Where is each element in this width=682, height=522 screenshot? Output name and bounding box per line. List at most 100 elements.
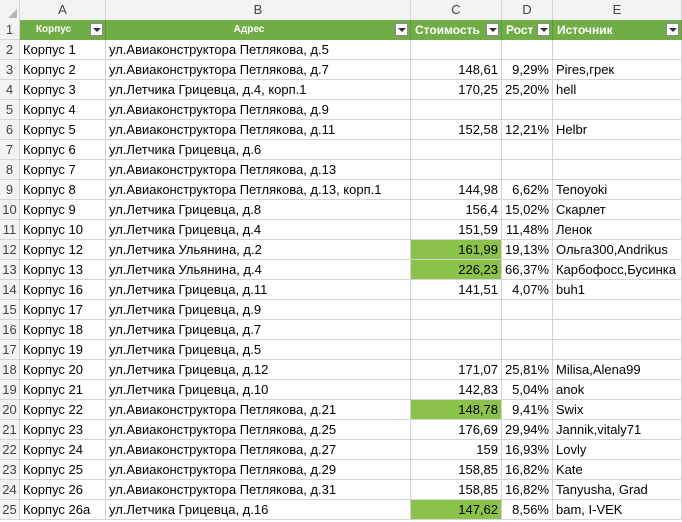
row-header[interactable]: 13 bbox=[0, 260, 20, 280]
cell-a[interactable]: Корпус 1 bbox=[20, 40, 106, 60]
cell-d[interactable]: 25,20% bbox=[502, 80, 553, 100]
cell-b[interactable]: ул.Авиаконструктора Петлякова, д.31 bbox=[106, 480, 411, 500]
cell-a[interactable]: Корпус 26а bbox=[20, 500, 106, 520]
row-header[interactable]: 14 bbox=[0, 280, 20, 300]
row-header[interactable]: 3 bbox=[0, 60, 20, 80]
cell-e[interactable]: Ольга300,Andrikus bbox=[553, 240, 682, 260]
cell-a[interactable]: Корпус 5 bbox=[20, 120, 106, 140]
row-header[interactable]: 24 bbox=[0, 480, 20, 500]
cell-d[interactable]: 4,07% bbox=[502, 280, 553, 300]
cell-d[interactable] bbox=[502, 300, 553, 320]
cell-b[interactable]: ул.Летчика Грицевца, д.7 bbox=[106, 320, 411, 340]
cell-e[interactable]: Milisa,Alena99 bbox=[553, 360, 682, 380]
cell-d[interactable]: 16,82% bbox=[502, 480, 553, 500]
cell-c[interactable]: 144,98 bbox=[411, 180, 502, 200]
cell-c[interactable] bbox=[411, 340, 502, 360]
cell-c[interactable]: 147,62 bbox=[411, 500, 502, 520]
filter-dropdown-icon[interactable] bbox=[537, 23, 550, 36]
row-header[interactable]: 7 bbox=[0, 140, 20, 160]
cell-b[interactable]: ул.Летчика Грицевца, д.12 bbox=[106, 360, 411, 380]
cell-a[interactable]: Корпус 16 bbox=[20, 280, 106, 300]
cell-b[interactable]: ул.Авиаконструктора Петлякова, д.7 bbox=[106, 60, 411, 80]
cell-b[interactable]: ул.Авиаконструктора Петлякова, д.21 bbox=[106, 400, 411, 420]
row-header[interactable]: 20 bbox=[0, 400, 20, 420]
cell-d[interactable]: 16,82% bbox=[502, 460, 553, 480]
row-header[interactable]: 25 bbox=[0, 500, 20, 520]
cell-b[interactable]: ул.Летчика Грицевца, д.4 bbox=[106, 220, 411, 240]
cell-e[interactable]: hell bbox=[553, 80, 682, 100]
filter-dropdown-icon[interactable] bbox=[486, 23, 499, 36]
header-cell-korpus[interactable]: Корпус bbox=[20, 20, 106, 40]
cell-e[interactable]: buh1 bbox=[553, 280, 682, 300]
cell-d[interactable]: 19,13% bbox=[502, 240, 553, 260]
cell-d[interactable]: 16,93% bbox=[502, 440, 553, 460]
cell-c[interactable]: 152,58 bbox=[411, 120, 502, 140]
cell-a[interactable]: Корпус 21 bbox=[20, 380, 106, 400]
cell-c[interactable]: 176,69 bbox=[411, 420, 502, 440]
column-header-e[interactable]: E bbox=[553, 0, 682, 20]
cell-a[interactable]: Корпус 4 bbox=[20, 100, 106, 120]
cell-a[interactable]: Корпус 17 bbox=[20, 300, 106, 320]
row-header[interactable]: 15 bbox=[0, 300, 20, 320]
cell-b[interactable]: ул.Летчика Грицевца, д.4, корп.1 bbox=[106, 80, 411, 100]
column-header-b[interactable]: B bbox=[106, 0, 411, 20]
cell-b[interactable]: ул.Авиаконструктора Петлякова, д.5 bbox=[106, 40, 411, 60]
cell-b[interactable]: ул.Летчика Грицевца, д.8 bbox=[106, 200, 411, 220]
cell-c[interactable]: 142,83 bbox=[411, 380, 502, 400]
cell-e[interactable]: anok bbox=[553, 380, 682, 400]
cell-e[interactable]: Tenoyoki bbox=[553, 180, 682, 200]
cell-e[interactable]: Jannik,vitaly71 bbox=[553, 420, 682, 440]
cell-c[interactable]: 141,51 bbox=[411, 280, 502, 300]
column-header-a[interactable]: A bbox=[20, 0, 106, 20]
cell-b[interactable]: ул.Летчика Грицевца, д.9 bbox=[106, 300, 411, 320]
cell-d[interactable]: 15,02% bbox=[502, 200, 553, 220]
cell-b[interactable]: ул.Авиаконструктора Петлякова, д.25 bbox=[106, 420, 411, 440]
cell-a[interactable]: Корпус 25 bbox=[20, 460, 106, 480]
cell-b[interactable]: ул.Авиаконструктора Петлякова, д.27 bbox=[106, 440, 411, 460]
cell-a[interactable]: Корпус 12 bbox=[20, 240, 106, 260]
cell-d[interactable]: 8,56% bbox=[502, 500, 553, 520]
cell-a[interactable]: Корпус 6 bbox=[20, 140, 106, 160]
cell-b[interactable]: ул.Авиаконструктора Петлякова, д.13, кор… bbox=[106, 180, 411, 200]
cell-c[interactable]: 148,78 bbox=[411, 400, 502, 420]
cell-b[interactable]: ул.Летчика Грицевца, д.5 bbox=[106, 340, 411, 360]
cell-d[interactable] bbox=[502, 40, 553, 60]
cell-c[interactable]: 226,23 bbox=[411, 260, 502, 280]
row-header[interactable]: 5 bbox=[0, 100, 20, 120]
cell-a[interactable]: Корпус 8 bbox=[20, 180, 106, 200]
cell-d[interactable] bbox=[502, 340, 553, 360]
cell-a[interactable]: Корпус 13 bbox=[20, 260, 106, 280]
cell-b[interactable]: ул.Летчика Грицевца, д.16 bbox=[106, 500, 411, 520]
header-cell-stoimost[interactable]: Стоимость bbox=[411, 20, 502, 40]
header-cell-adres[interactable]: Адрес bbox=[106, 20, 411, 40]
cell-e[interactable]: Swix bbox=[553, 400, 682, 420]
cell-a[interactable]: Корпус 7 bbox=[20, 160, 106, 180]
row-header[interactable]: 17 bbox=[0, 340, 20, 360]
cell-a[interactable]: Корпус 18 bbox=[20, 320, 106, 340]
cell-d[interactable]: 29,94% bbox=[502, 420, 553, 440]
cell-d[interactable] bbox=[502, 160, 553, 180]
filter-dropdown-icon[interactable] bbox=[666, 23, 679, 36]
cell-e[interactable]: Lovly bbox=[553, 440, 682, 460]
cell-e[interactable]: Tanyusha, Grad bbox=[553, 480, 682, 500]
cell-b[interactable]: ул.Авиаконструктора Петлякова, д.29 bbox=[106, 460, 411, 480]
cell-c[interactable] bbox=[411, 320, 502, 340]
cell-c[interactable]: 170,25 bbox=[411, 80, 502, 100]
cell-c[interactable]: 148,61 bbox=[411, 60, 502, 80]
cell-c[interactable]: 151,59 bbox=[411, 220, 502, 240]
cell-b[interactable]: ул.Летчика Грицевца, д.11 bbox=[106, 280, 411, 300]
row-header[interactable]: 22 bbox=[0, 440, 20, 460]
cell-d[interactable]: 66,37% bbox=[502, 260, 553, 280]
cell-c[interactable] bbox=[411, 300, 502, 320]
cell-b[interactable]: ул.Летчика Грицевца, д.10 bbox=[106, 380, 411, 400]
row-header[interactable]: 10 bbox=[0, 200, 20, 220]
cell-d[interactable]: 11,48% bbox=[502, 220, 553, 240]
cell-d[interactable] bbox=[502, 140, 553, 160]
cell-e[interactable]: Helbr bbox=[553, 120, 682, 140]
cell-b[interactable]: ул.Авиаконструктора Петлякова, д.11 bbox=[106, 120, 411, 140]
cell-c[interactable]: 159 bbox=[411, 440, 502, 460]
column-header-c[interactable]: C bbox=[411, 0, 502, 20]
cell-e[interactable]: Скарлет bbox=[553, 200, 682, 220]
row-header[interactable]: 1 bbox=[0, 20, 20, 40]
cell-a[interactable]: Корпус 20 bbox=[20, 360, 106, 380]
